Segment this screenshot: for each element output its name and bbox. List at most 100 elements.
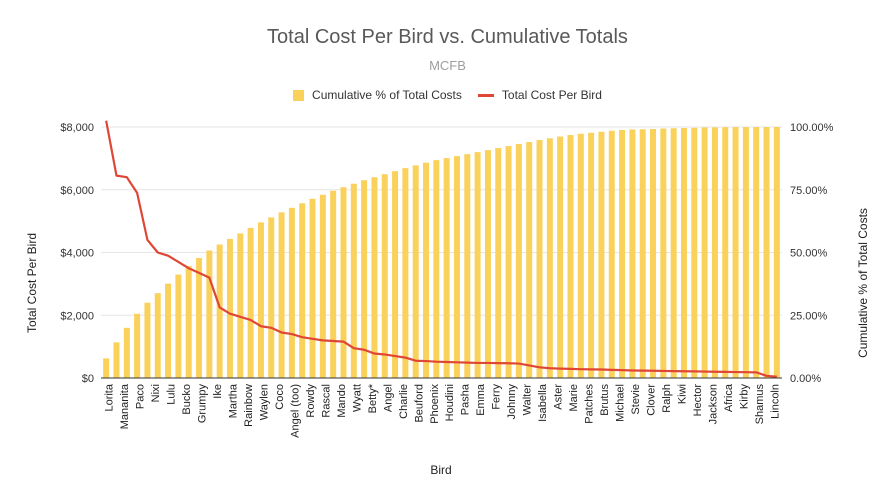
bar <box>763 127 770 378</box>
x-tick-label: Bucko <box>181 384 193 415</box>
x-tick-label: Emma <box>475 383 487 416</box>
x-tick-label: Nixi <box>150 384 162 402</box>
x-tick-label: Walter <box>522 384 534 416</box>
x-tick-label: Marie <box>568 384 580 412</box>
bar <box>639 129 646 378</box>
x-tick-label: Coco <box>274 384 286 410</box>
bar <box>392 171 399 378</box>
bar <box>619 130 626 378</box>
x-tick-label: Patches <box>584 384 596 424</box>
bar <box>175 274 182 378</box>
x-tick-label: Mando <box>336 384 348 418</box>
bar <box>226 238 233 378</box>
bar <box>546 138 553 378</box>
x-tick-label: Phoenix <box>429 384 441 424</box>
x-tick-label: Lulu <box>166 384 178 405</box>
bar <box>557 136 564 378</box>
bar <box>113 342 120 378</box>
legend-label-line: Total Cost Per Bird <box>501 88 602 102</box>
bar <box>361 180 368 378</box>
bar <box>309 198 316 378</box>
x-tick-label: Grumpy <box>197 384 209 424</box>
line-series <box>105 120 777 378</box>
x-tick-label: Pasha <box>460 383 472 415</box>
bar <box>753 127 760 378</box>
x-tick-label: Ike <box>212 384 224 399</box>
bar <box>412 165 419 378</box>
x-tick-label: Kirby <box>738 384 750 410</box>
legend-swatch-line <box>477 93 494 97</box>
bar <box>196 258 203 378</box>
y-tick-label-right: 50.00% <box>790 248 828 260</box>
bar <box>381 174 388 378</box>
legend-item-bars[interactable]: Cumulative % of Total Costs <box>293 88 462 102</box>
x-tick-label: Angel <box>382 384 394 412</box>
bar <box>165 283 172 378</box>
legend-swatch-bars <box>293 89 305 101</box>
x-tick-label: Clover <box>645 384 657 416</box>
x-tick-label: Rowdy <box>305 384 317 418</box>
x-axis-label: Bird <box>430 463 451 477</box>
bar <box>330 190 337 378</box>
bar <box>453 156 460 378</box>
bar <box>773 127 780 378</box>
bar <box>185 266 192 378</box>
bar <box>722 127 729 378</box>
y-tick-label-right: 0.00% <box>790 373 821 385</box>
bar <box>526 142 533 378</box>
y-tick-label-right: 100.00% <box>790 122 834 134</box>
x-tick-label: Shamus <box>754 384 766 425</box>
bar <box>598 131 605 378</box>
bar <box>608 130 615 378</box>
bar <box>515 144 522 378</box>
bar <box>247 227 254 378</box>
bar <box>474 152 481 378</box>
y-tick-label-right: 25.00% <box>790 310 828 322</box>
x-tick-label: Stevie <box>630 384 642 415</box>
gridlines <box>101 126 782 316</box>
legend: Cumulative % of Total Costs Total Cost P… <box>0 88 895 102</box>
legend-item-line[interactable]: Total Cost Per Bird <box>477 88 602 102</box>
bar <box>464 154 471 378</box>
x-tick-label: Michael <box>614 384 626 422</box>
bar <box>536 140 543 378</box>
bar <box>567 135 574 378</box>
x-tick-label: Martha <box>228 383 240 418</box>
bar <box>268 217 275 378</box>
bar <box>629 129 636 378</box>
bar <box>144 302 151 378</box>
bar <box>206 250 213 378</box>
bar <box>495 148 502 378</box>
bar <box>577 133 584 378</box>
legend-label-bars: Cumulative % of Total Costs <box>312 88 462 102</box>
bar <box>484 150 491 378</box>
bar <box>402 168 409 378</box>
x-tick-label: Jackson <box>707 384 719 424</box>
x-tick-label: Rainbow <box>243 384 255 427</box>
x-tick-label: Waylen <box>259 384 271 420</box>
y-tick-label-left: $8,000 <box>60 122 94 134</box>
x-tick-label: Kiwi <box>676 384 688 404</box>
bar <box>670 128 677 378</box>
x-tick-label: Rascal <box>320 384 332 418</box>
y-tick-label-right: 75.00% <box>790 185 828 197</box>
bar <box>680 128 687 378</box>
bar <box>237 233 244 378</box>
x-tick-label: Johnny <box>506 384 518 420</box>
x-tick-label: Isabella <box>537 383 549 422</box>
y-tick-label-left: $2,000 <box>60 310 94 322</box>
bar <box>371 177 378 378</box>
chart-subtitle: MCFB <box>429 58 466 73</box>
x-tick-label: Betty* <box>367 383 379 413</box>
bar <box>660 128 667 378</box>
x-tick-label: Mananita <box>119 383 131 429</box>
bar <box>257 222 264 378</box>
bar <box>154 293 161 378</box>
bar <box>278 212 285 378</box>
x-tick-label: Lincoln <box>769 384 781 419</box>
y-tick-label-left: $0 <box>82 373 94 385</box>
x-tick-label: Hector <box>692 384 704 417</box>
bar <box>288 207 295 378</box>
bar <box>216 244 223 378</box>
bar <box>443 158 450 378</box>
